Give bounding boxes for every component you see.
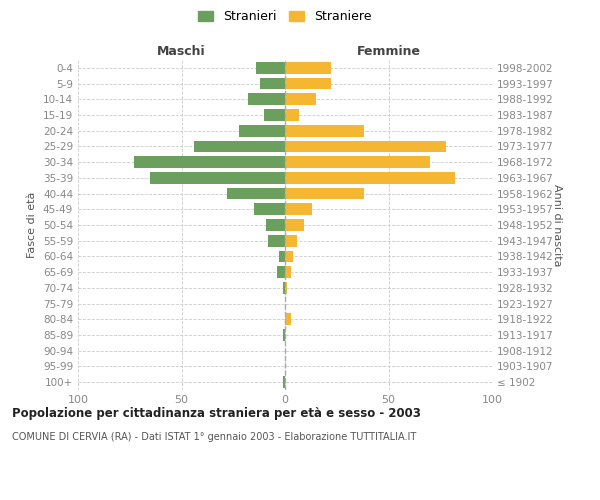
Bar — [285, 125, 364, 136]
Bar — [285, 219, 304, 231]
Bar — [248, 94, 285, 105]
Bar — [285, 156, 430, 168]
Bar — [283, 376, 285, 388]
Bar — [194, 140, 285, 152]
Bar — [265, 109, 285, 121]
Bar — [266, 219, 285, 231]
Bar — [285, 62, 331, 74]
Bar — [277, 266, 285, 278]
Bar — [268, 235, 285, 246]
Bar — [285, 78, 331, 90]
Bar — [285, 250, 293, 262]
Bar — [285, 94, 316, 105]
Text: COMUNE DI CERVIA (RA) - Dati ISTAT 1° gennaio 2003 - Elaborazione TUTTITALIA.IT: COMUNE DI CERVIA (RA) - Dati ISTAT 1° ge… — [12, 432, 416, 442]
Y-axis label: Fasce di età: Fasce di età — [28, 192, 37, 258]
Legend: Stranieri, Straniere: Stranieri, Straniere — [198, 10, 372, 23]
Text: Maschi: Maschi — [157, 44, 206, 58]
Bar — [285, 235, 298, 246]
Bar — [134, 156, 285, 168]
Bar — [151, 172, 285, 184]
Bar — [227, 188, 285, 200]
Bar — [260, 78, 285, 90]
Bar — [285, 172, 455, 184]
Bar — [283, 282, 285, 294]
Bar — [283, 329, 285, 341]
Bar — [256, 62, 285, 74]
Text: Femmine: Femmine — [356, 44, 421, 58]
Text: Popolazione per cittadinanza straniera per età e sesso - 2003: Popolazione per cittadinanza straniera p… — [12, 408, 421, 420]
Bar — [285, 314, 291, 325]
Bar — [285, 266, 291, 278]
Bar — [254, 204, 285, 215]
Bar — [285, 188, 364, 200]
Bar — [285, 282, 287, 294]
Bar — [239, 125, 285, 136]
Y-axis label: Anni di nascita: Anni di nascita — [552, 184, 562, 266]
Bar — [279, 250, 285, 262]
Bar — [285, 140, 446, 152]
Bar — [285, 204, 312, 215]
Bar — [285, 109, 299, 121]
